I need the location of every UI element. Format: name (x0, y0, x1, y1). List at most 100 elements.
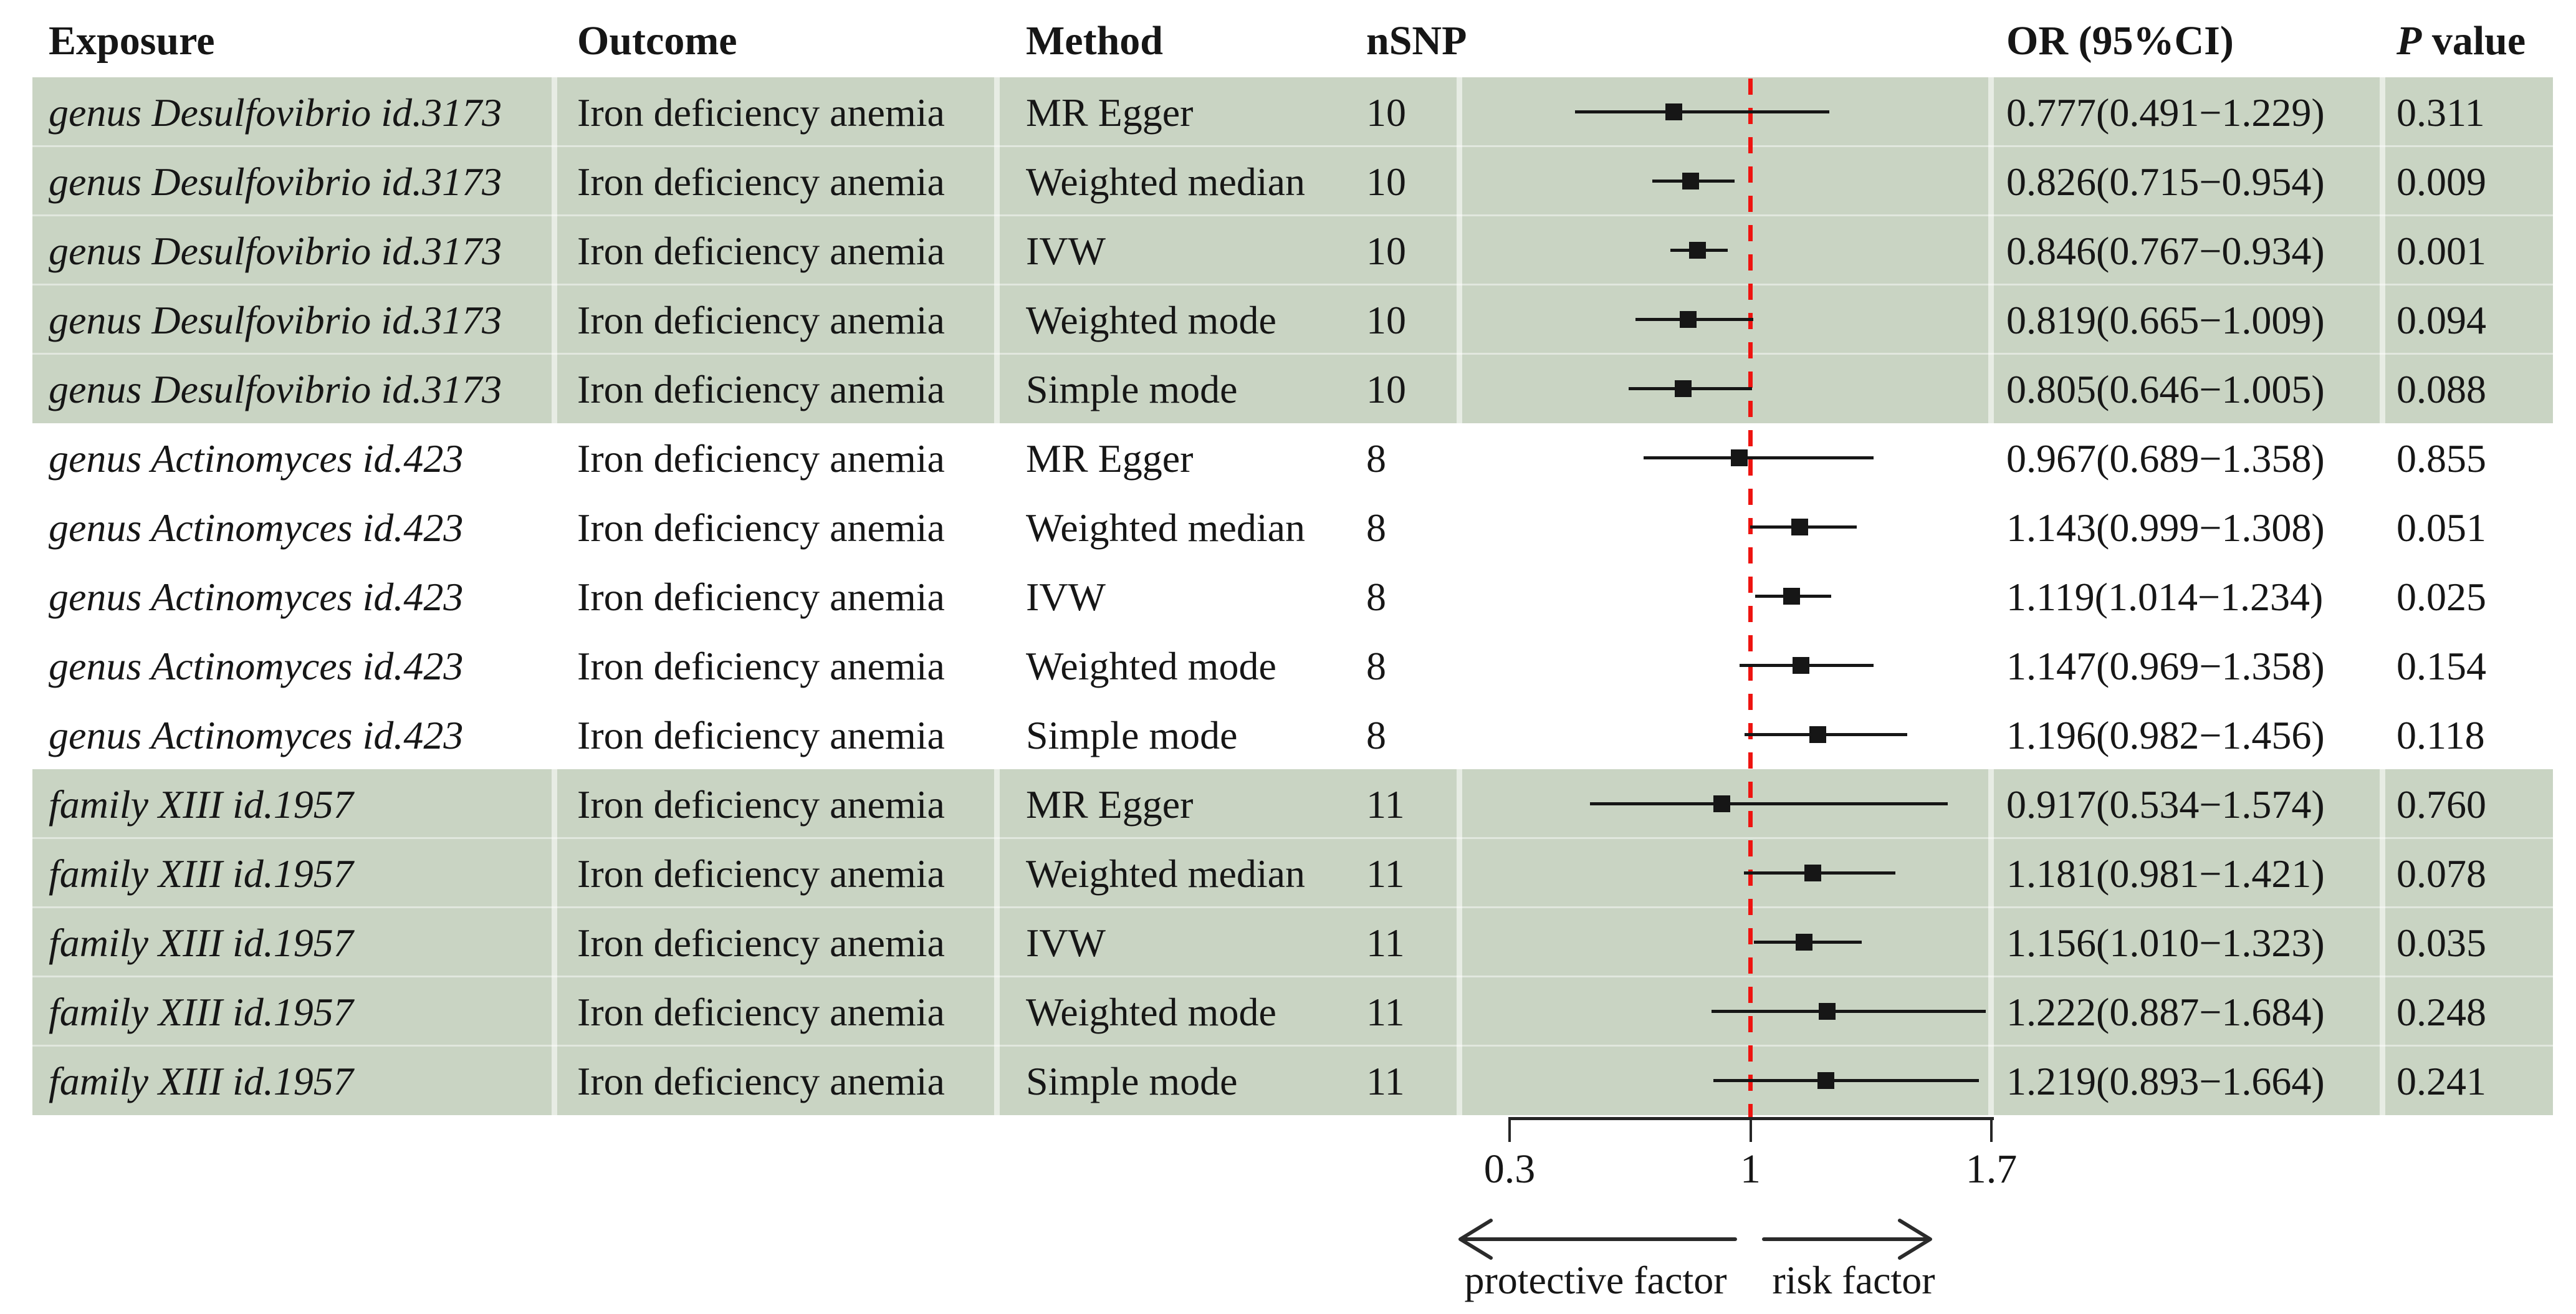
column-divider (552, 769, 557, 1115)
or-ci-cell: 0.967(0.689−1.358) (2006, 436, 2325, 481)
nsnp-cell: 10 (1366, 367, 1406, 411)
ci-line (1590, 802, 1948, 805)
p-value-cell: 0.094 (2396, 298, 2486, 342)
column-divider (1988, 77, 1994, 423)
row-divider (32, 837, 2553, 839)
column-divider (1988, 769, 1994, 1115)
p-value-cell: 0.248 (2396, 990, 2486, 1034)
outcome-cell: Iron deficiency anemia (577, 851, 945, 896)
exposure-cell: family XIII id.1957 (49, 1059, 353, 1103)
outcome-cell: Iron deficiency anemia (577, 921, 945, 965)
or-ci-cell: 0.826(0.715−0.954) (2006, 160, 2325, 204)
or-point-marker (1818, 1003, 1836, 1020)
or-ci-cell: 1.181(0.981−1.421) (2006, 851, 2325, 896)
table-row: genus Desulfovibrio id.3173 Iron deficien… (0, 146, 2576, 216)
or-point-marker (1682, 173, 1699, 189)
nsnp-cell: 11 (1366, 1059, 1405, 1103)
method-cell: Weighted median (1026, 160, 1306, 204)
exposure-cell: genus Actinomyces id.423 (49, 644, 464, 688)
column-header-or-ci: OR (95%CI) (2006, 18, 2234, 64)
or-ci-cell: 1.222(0.887−1.684) (2006, 990, 2325, 1034)
exposure-cell: family XIII id.1957 (49, 782, 353, 827)
p-value-cell: 0.118 (2396, 713, 2485, 757)
method-cell: MR Egger (1026, 90, 1194, 135)
or-point-marker (1796, 934, 1813, 951)
or-point-marker (1713, 795, 1731, 812)
or-ci-cell: 1.156(1.010−1.323) (2006, 921, 2325, 965)
nsnp-cell: 8 (1366, 575, 1386, 619)
column-header-p-value: P value (2396, 0, 2526, 77)
column-divider (1457, 77, 1462, 423)
method-cell: Weighted median (1026, 851, 1306, 896)
row-divider (32, 1045, 2553, 1047)
or-ci-cell: 0.917(0.534−1.574) (2006, 782, 2325, 827)
p-value-header-italic-p: P (2396, 18, 2422, 64)
exposure-cell: genus Desulfovibrio id.3173 (49, 298, 502, 342)
or-ci-cell: 1.196(0.982−1.456) (2006, 713, 2325, 757)
p-value-header-rest: value (2431, 18, 2526, 64)
method-cell: MR Egger (1026, 782, 1194, 827)
nsnp-cell: 11 (1366, 921, 1405, 965)
or-ci-cell: 1.219(0.893−1.664) (2006, 1059, 2325, 1103)
table-row: genus Desulfovibrio id.3173 Iron deficien… (0, 216, 2576, 285)
outcome-cell: Iron deficiency anemia (577, 298, 945, 342)
table-row: genus Desulfovibrio id.3173 Iron deficien… (0, 285, 2576, 354)
table-row: genus Actinomyces id.423 Iron deficiency … (0, 631, 2576, 700)
p-value-cell: 0.760 (2396, 782, 2486, 827)
protective-factor-label: protective factor (1464, 1258, 1727, 1302)
exposure-cell: family XIII id.1957 (49, 921, 353, 965)
or-point-marker (1817, 1072, 1834, 1089)
or-point-marker (1665, 103, 1682, 120)
ci-line (1713, 1079, 1980, 1082)
method-cell: Weighted mode (1026, 298, 1276, 342)
or-ci-cell: 0.819(0.665−1.009) (2006, 298, 2325, 342)
row-divider (32, 353, 2553, 355)
outcome-cell: Iron deficiency anemia (577, 713, 945, 757)
exposure-cell: genus Desulfovibrio id.3173 (49, 229, 502, 273)
outcome-cell: Iron deficiency anemia (577, 229, 945, 273)
exposure-cell: genus Actinomyces id.423 (49, 436, 464, 481)
exposure-cell: genus Desulfovibrio id.3173 (49, 367, 502, 411)
or-point-marker (1791, 519, 1808, 535)
axis-tick-label: 0.3 (1483, 1146, 1536, 1192)
outcome-cell: Iron deficiency anemia (577, 1059, 945, 1103)
or-ci-cell: 0.846(0.767−0.934) (2006, 229, 2325, 273)
axis-tick (1508, 1118, 1511, 1142)
method-cell: IVW (1026, 921, 1106, 965)
reference-line-or-1 (1748, 79, 1753, 1117)
p-value-cell: 0.009 (2396, 160, 2486, 204)
p-value-cell: 0.154 (2396, 644, 2486, 688)
row-divider (32, 906, 2553, 908)
column-divider (994, 77, 1000, 423)
nsnp-cell: 10 (1366, 90, 1406, 135)
table-row: family XIII id.1957 Iron deficiency anemi… (0, 977, 2576, 1046)
column-header-method: Method (1026, 18, 1163, 64)
or-ci-cell: 1.143(0.999−1.308) (2006, 506, 2325, 550)
p-value-cell: 0.311 (2396, 90, 2485, 135)
exposure-cell: genus Actinomyces id.423 (49, 506, 464, 550)
nsnp-cell: 11 (1366, 782, 1405, 827)
table-row: genus Actinomyces id.423 Iron deficiency … (0, 700, 2576, 769)
group-band-shaded (32, 77, 2553, 423)
method-cell: Weighted mode (1026, 644, 1276, 688)
table-row: family XIII id.1957 Iron deficiency anemi… (0, 1046, 2576, 1115)
p-value-cell: 0.001 (2396, 229, 2486, 273)
method-cell: MR Egger (1026, 436, 1194, 481)
axis-tick-label: 1.7 (1965, 1146, 2018, 1192)
direction-arrows (1458, 1219, 1932, 1260)
method-cell: Simple mode (1026, 713, 1238, 757)
or-ci-cell: 1.147(0.969−1.358) (2006, 644, 2325, 688)
method-cell: Simple mode (1026, 367, 1238, 411)
column-header-nsnp: nSNP (1366, 18, 1467, 64)
p-value-cell: 0.035 (2396, 921, 2486, 965)
nsnp-cell: 11 (1366, 990, 1405, 1034)
or-ci-cell: 1.119(1.014−1.234) (2006, 575, 2324, 619)
protective-factor-arrow-icon (1458, 1219, 1737, 1260)
row-divider (32, 145, 2553, 147)
exposure-cell: genus Actinomyces id.423 (49, 575, 464, 619)
outcome-cell: Iron deficiency anemia (577, 436, 945, 481)
axis-tick (1990, 1118, 1993, 1142)
p-value-cell: 0.241 (2396, 1059, 2486, 1103)
column-divider (552, 77, 557, 423)
